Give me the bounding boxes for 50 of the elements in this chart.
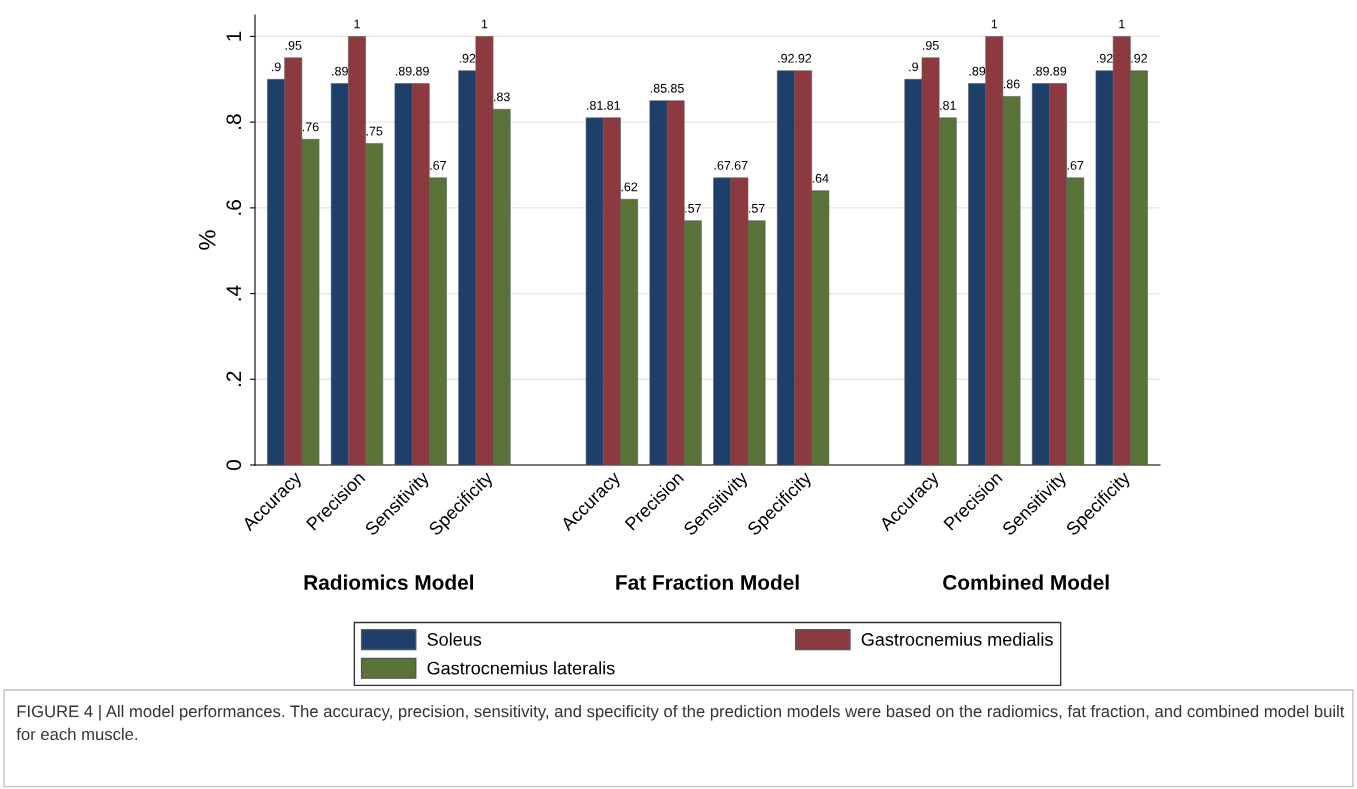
data-label: .92: [795, 53, 812, 63]
data-label: .89: [413, 66, 429, 76]
data-label: .92: [778, 53, 794, 63]
data-label: 1: [991, 19, 998, 29]
data-label: .64: [812, 173, 829, 183]
data-label: .89: [1033, 66, 1049, 76]
data-label: .83: [494, 92, 510, 102]
data-label: .67: [714, 160, 731, 170]
legend-label: Gastrocnemius lateralis: [427, 661, 615, 675]
data-label: .9: [909, 62, 918, 72]
data-label: .57: [685, 203, 701, 213]
data-label: .89: [395, 66, 412, 76]
data-label: .67: [430, 160, 446, 170]
y-tick-label: 0: [226, 460, 242, 470]
data-label: .85: [668, 83, 684, 93]
data-label: .86: [1003, 79, 1020, 89]
y-tick-label: .4: [226, 285, 241, 301]
data-label: 1: [354, 19, 360, 29]
data-label: .67: [1067, 160, 1084, 170]
data-label: .76: [302, 122, 319, 132]
data-label: .92: [1097, 53, 1113, 63]
data-label: .81: [604, 100, 620, 110]
text: Combined Model: [943, 574, 1109, 590]
data-label: .95: [923, 40, 939, 50]
legend-label: Soleus: [427, 632, 482, 646]
data-label: .62: [621, 182, 638, 192]
data-label: .92: [459, 53, 476, 63]
data-label: 1: [1119, 19, 1125, 29]
y-tick-label: .8: [226, 114, 242, 129]
data-label: .89: [969, 66, 986, 76]
data-label: .57: [749, 203, 765, 213]
y-tick-label: .2: [226, 371, 241, 387]
data-label: .92: [1131, 53, 1148, 63]
data-label: .89: [1050, 66, 1067, 76]
y-axis-title: %: [199, 230, 216, 250]
data-label: .85: [650, 83, 667, 93]
data-label: .75: [366, 126, 383, 136]
data-label: .95: [285, 40, 302, 50]
data-label: .9: [271, 62, 281, 72]
y-tick-label: .6: [226, 200, 242, 215]
data-label: .81: [587, 100, 603, 110]
legend-label: Gastrocnemius medialis: [861, 632, 1053, 646]
data-label: 1: [481, 19, 488, 29]
data-label: .89: [332, 66, 348, 76]
y-tick-label: 1: [226, 31, 241, 41]
caption: FIGURE 4 | All model performances. The accuracy, precision, sensitivity, and specificity of the prediction models were based on the radiomics, fat fraction, and combined model built for each muscle.: [16, 705, 1345, 741]
data-label: .81: [940, 100, 956, 110]
text: Radiomics Model: [304, 574, 474, 590]
text: Fat Fraction Model: [616, 574, 799, 590]
data-label: .67: [731, 160, 748, 170]
